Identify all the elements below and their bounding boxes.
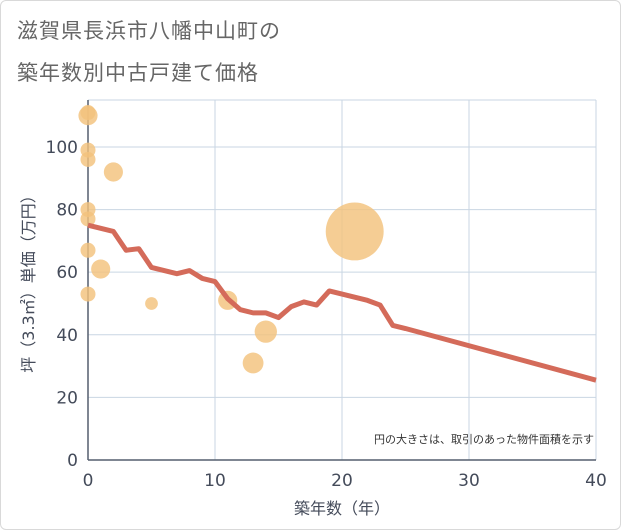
data-bubble bbox=[80, 286, 96, 302]
data-bubble bbox=[80, 211, 96, 227]
chart-title-line-1: 滋賀県長浜市八幡中山町の bbox=[17, 19, 281, 43]
data-bubble bbox=[80, 242, 96, 258]
x-tick-label: 30 bbox=[458, 471, 480, 491]
x-tick-label: 40 bbox=[585, 471, 607, 491]
data-bubble bbox=[254, 320, 277, 343]
data-bubble bbox=[80, 105, 96, 121]
y-tick-label: 100 bbox=[46, 138, 78, 158]
y-tick-label: 80 bbox=[56, 201, 78, 221]
size-legend-note: 円の大きさは、取引のあった物件面積を示す bbox=[374, 432, 594, 446]
data-bubble bbox=[145, 297, 158, 310]
y-tick-label: 0 bbox=[67, 451, 78, 471]
data-bubble bbox=[325, 202, 384, 261]
y-tick-label: 40 bbox=[56, 326, 78, 346]
data-bubble bbox=[103, 162, 123, 182]
grid-lines bbox=[87, 99, 597, 461]
tick-labels: 0 10 20 30 40 0 20 40 60 80 100 bbox=[46, 138, 607, 491]
chart-title-line-2: 築年数別中古戸建て価格 bbox=[17, 61, 259, 85]
y-axis-label: 坪（3.3㎡）単価（万円） bbox=[19, 187, 38, 372]
data-bubble bbox=[242, 352, 264, 374]
data-bubble bbox=[80, 151, 96, 167]
trend-line bbox=[87, 222, 597, 383]
bubble-layer bbox=[78, 105, 384, 374]
y-tick-label: 20 bbox=[56, 388, 78, 408]
x-tick-label: 0 bbox=[83, 471, 94, 491]
x-axis-label: 築年数（年） bbox=[294, 499, 390, 518]
trend-line-layer bbox=[87, 222, 597, 383]
data-bubble bbox=[91, 259, 111, 279]
x-tick-label: 20 bbox=[331, 471, 353, 491]
x-tick-label: 10 bbox=[204, 471, 226, 491]
y-tick-label: 60 bbox=[56, 263, 78, 283]
